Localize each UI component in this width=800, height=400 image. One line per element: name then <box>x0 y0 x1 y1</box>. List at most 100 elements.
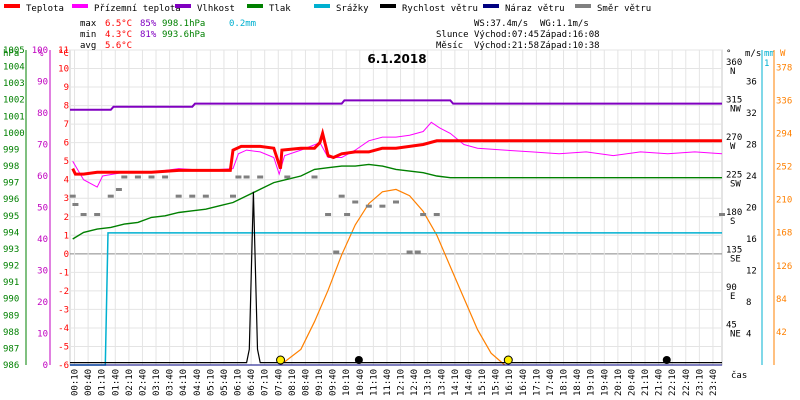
wind-direction-mark <box>719 213 725 216</box>
direction-compass: E <box>730 292 735 302</box>
direction-axis-label: ° <box>726 49 731 59</box>
temp-tick: 10 <box>58 65 69 75</box>
direction-compass: W <box>730 142 736 152</box>
humidity-tick: 100 <box>32 46 48 56</box>
legend-item: Teplota <box>4 4 64 14</box>
temp-tick: 5 <box>64 157 69 167</box>
wind-direction-mark <box>365 204 372 208</box>
legend-swatch <box>175 4 191 8</box>
x-tick: 04:10 <box>179 369 189 396</box>
stat-temp: 6.5°C <box>105 19 132 29</box>
solar-tick: 84 <box>776 295 787 305</box>
wind-direction-mark <box>406 250 413 254</box>
x-tick: 00:40 <box>84 369 94 396</box>
temp-tick: 3 <box>64 194 69 204</box>
x-tick: 06:40 <box>247 369 257 396</box>
legend-swatch <box>314 4 330 8</box>
temp-tick: -5 <box>58 342 69 352</box>
wind-direction-mark <box>420 213 427 216</box>
legend-label: Srážky <box>336 4 369 14</box>
x-tick: 08:10 <box>288 369 298 396</box>
solar-tick: 294 <box>776 129 792 139</box>
stat-label: min <box>80 30 96 40</box>
wind-direction-mark <box>69 194 76 198</box>
x-tick: 01:10 <box>98 369 108 396</box>
x-tick: 04:40 <box>193 369 203 396</box>
x-tick: 03:40 <box>166 369 176 396</box>
temp-tick: 4 <box>64 176 69 186</box>
x-axis-ticks: 00:10 00:40 01:10 01:40 02:10 02:40 03:10 03:40… <box>71 369 748 396</box>
stat-pressure: 998.1hPa <box>162 19 205 29</box>
x-tick: 17:10 <box>532 369 542 396</box>
wind-tick: 36 <box>746 78 757 88</box>
wind-direction-mark <box>393 200 399 204</box>
wind-direction-mark <box>235 175 242 179</box>
wind-direction-mark <box>311 175 318 179</box>
wind-max-speed: WS:37.4m/s <box>474 19 528 29</box>
hpa-tick: 998 <box>3 162 19 172</box>
wind-direction-mark <box>230 194 236 198</box>
x-tick: 14:40 <box>464 369 474 396</box>
hpa-axis-label: hPa <box>3 49 19 59</box>
hpa-tick: 997 <box>3 179 19 189</box>
direction-tick: 225 <box>726 171 742 181</box>
legend-label: Směr větru <box>597 4 651 14</box>
x-tick: 20:10 <box>614 369 624 396</box>
direction-compass: NW <box>730 105 741 115</box>
x-tick: 13:10 <box>424 369 434 396</box>
stat-pressure: 993.6hPa <box>162 30 205 40</box>
humidity-axis-label: % <box>38 49 44 59</box>
x-tick: 22:10 <box>668 369 678 396</box>
wind-direction-mark <box>257 175 264 179</box>
wind-direction-mark <box>433 213 440 216</box>
humidity-tick: 40 <box>37 235 48 245</box>
direction-tick: 315 <box>726 96 742 106</box>
x-tick: 15:40 <box>492 369 502 396</box>
hpa-tick: 987 <box>3 344 19 354</box>
moon-label: Měsíc <box>436 41 463 51</box>
series-layer <box>69 99 725 366</box>
x-tick: 19:10 <box>587 369 597 396</box>
x-tick: 01:40 <box>111 369 121 396</box>
wind-direction-mark <box>379 204 386 208</box>
wind-direction-mark <box>338 194 345 198</box>
legend-swatch <box>247 4 263 8</box>
x-tick: 10:40 <box>356 369 366 396</box>
humidity-tick: 10 <box>37 330 48 340</box>
x-axis-label: čas <box>731 370 747 381</box>
wind-direction-mark <box>284 175 291 179</box>
direction-compass: SW <box>730 180 741 190</box>
hpa-tick: 996 <box>3 195 19 205</box>
wind-direction-mark <box>121 175 128 179</box>
wind-tick: 24 <box>746 172 757 182</box>
x-tick: 16:40 <box>519 369 529 396</box>
plot-frame <box>69 49 723 366</box>
wind-direction-mark <box>72 203 79 206</box>
hpa-tick: 1001 <box>3 112 25 122</box>
x-tick: 12:40 <box>410 369 420 396</box>
temp-tick: 8 <box>64 102 69 112</box>
wind-direction-mark <box>115 188 122 191</box>
temp-tick: 1 <box>64 231 69 241</box>
x-tick: 11:40 <box>383 369 393 396</box>
x-tick: 10:10 <box>342 369 352 396</box>
temp-tick: -3 <box>58 305 69 315</box>
wind-tick: 32 <box>746 109 757 119</box>
stat-temp: 4.3°C <box>105 30 132 40</box>
direction-tick: 270 <box>726 133 742 143</box>
wind-speed-line <box>70 191 722 364</box>
hpa-tick: 986 <box>3 361 19 371</box>
hpa-tick: 1005 <box>3 46 25 56</box>
temp-tick: -6 <box>58 361 69 371</box>
hpa-tick: 988 <box>3 328 19 338</box>
legend-label: Teplota <box>26 4 64 14</box>
wind-direction-mark <box>243 175 250 179</box>
x-tick: 09:40 <box>329 369 339 396</box>
x-tick: 23:40 <box>709 369 719 396</box>
hpa-tick: 1004 <box>3 63 25 73</box>
direction-tick: 135 <box>726 246 742 256</box>
x-tick: 07:10 <box>261 369 271 396</box>
wind-direction-mark <box>80 213 87 216</box>
x-tick: 18:40 <box>573 369 583 396</box>
direction-tick: 180 <box>726 208 742 218</box>
